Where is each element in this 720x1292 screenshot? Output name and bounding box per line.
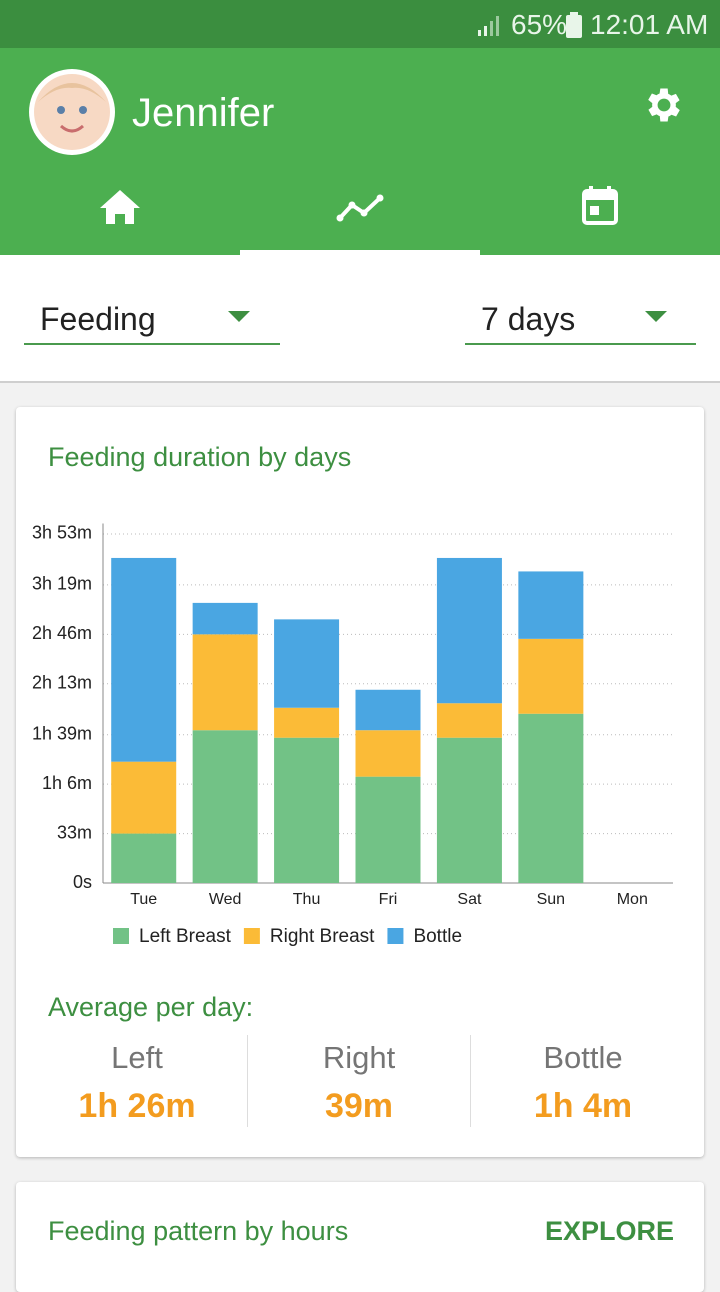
average-value: 39m <box>324 1087 394 1125</box>
dropdown-arrow <box>645 311 667 322</box>
y-tick-label: 3h 53m <box>32 523 92 543</box>
bar-segment <box>274 737 340 883</box>
bar-segment <box>274 707 340 738</box>
bar-segment <box>111 833 177 883</box>
settings-button[interactable] <box>642 83 686 127</box>
range-dropdown[interactable]: 7 days <box>465 295 696 345</box>
x-tick-label: Thu <box>293 891 321 908</box>
divider <box>470 1035 471 1127</box>
type-value: Feeding <box>40 301 156 337</box>
pattern-card: Feeding pattern by hours EXPLORE <box>16 1182 704 1292</box>
calendar-tab[interactable] <box>480 178 720 255</box>
legend-label: Right Breast <box>270 926 375 947</box>
bar-segment <box>192 602 258 635</box>
chart: 0s 33m 1h 6m 1h 39m 2h 13m 2h 46m 3h 19m 3h 53m… <box>32 523 673 947</box>
bar-segment <box>355 689 421 731</box>
bar-segment <box>274 619 340 708</box>
y-tick-label: 2h 13m <box>32 673 92 693</box>
y-tick-label: 3h 19m <box>32 574 92 594</box>
y-tick-label: 0s <box>73 872 92 892</box>
bar-segment <box>355 776 421 883</box>
average-title: Average per day: <box>48 992 254 1022</box>
average-label: Bottle <box>543 1040 623 1075</box>
legend-swatch <box>243 928 260 944</box>
dropdown-arrow <box>228 311 250 322</box>
legend-swatch <box>387 928 404 944</box>
y-tick-label: 2h 46m <box>32 623 92 643</box>
bar-segment <box>518 571 584 639</box>
average-label: Left <box>111 1040 163 1075</box>
bar-segment <box>111 761 177 834</box>
pattern-title: Feeding pattern by hours <box>48 1216 349 1246</box>
bar-segment <box>436 703 502 738</box>
average-value: 1h 4m <box>533 1087 633 1125</box>
divider <box>247 1035 248 1127</box>
bar-segment <box>111 557 177 762</box>
bar-segment <box>518 713 584 883</box>
bar-segment <box>518 638 584 714</box>
home-tab[interactable] <box>0 178 240 255</box>
average-label: Right <box>322 1040 396 1075</box>
x-tick-label: Sun <box>537 891 565 908</box>
status-bar: 65% 12:01 AM <box>0 0 720 48</box>
chart-title: Feeding duration by days <box>48 442 352 472</box>
trends-tab[interactable] <box>240 178 480 255</box>
x-tick-label: Fri <box>379 891 398 908</box>
y-tick-label: 1h 6m <box>42 773 92 793</box>
battery-level: 65% <box>511 9 568 40</box>
x-tick-label: Mon <box>617 891 648 908</box>
bar-segment <box>192 634 258 731</box>
bar-segment <box>436 737 502 883</box>
filter-bar: Feeding 7 days <box>0 255 720 383</box>
explore-button[interactable]: EXPLORE <box>544 1216 674 1246</box>
signal-icon <box>478 16 499 36</box>
clock: 12:01 AM <box>590 9 709 40</box>
app-header: Jennifer <box>0 48 720 255</box>
legend-label: Bottle <box>413 926 462 947</box>
average-value: 1h 26m <box>78 1087 196 1125</box>
legend-label: Left Breast <box>139 926 232 947</box>
bar-segment <box>436 557 502 704</box>
profile-name: Jennifer <box>132 91 275 135</box>
legend-swatch <box>113 928 129 944</box>
x-tick-label: Sat <box>457 891 482 908</box>
type-dropdown[interactable]: Feeding <box>24 295 280 345</box>
battery-icon <box>566 12 582 38</box>
y-tick-label: 1h 39m <box>32 723 92 743</box>
y-tick-label: 33m <box>57 822 92 842</box>
x-tick-label: Wed <box>209 891 242 908</box>
bar-segment <box>355 730 421 777</box>
bar-segment <box>192 730 258 883</box>
x-tick-label: Tue <box>130 891 157 908</box>
avatar[interactable] <box>28 68 116 156</box>
range-value: 7 days <box>481 301 576 337</box>
